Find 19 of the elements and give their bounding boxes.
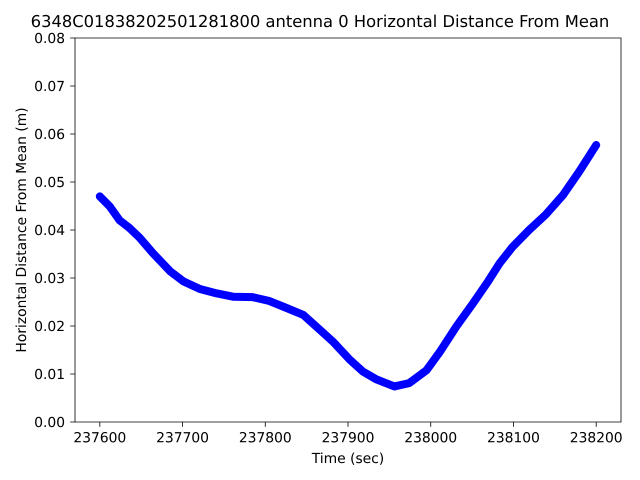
x-tick-label: 238100 — [488, 432, 539, 442]
x-tick-label: 237600 — [74, 432, 126, 442]
x-tick-label: 237800 — [240, 432, 291, 442]
y-tick-label: 0.02 — [35, 320, 64, 332]
y-tick-label: 0.01 — [35, 368, 64, 380]
y-tick-label: 0.08 — [35, 32, 64, 44]
x-tick-label: 237900 — [322, 432, 374, 442]
x-tick-label: 238200 — [570, 432, 622, 442]
y-tick-label: 0.00 — [35, 416, 64, 428]
y-axis-title: Horizontal Distance From Mean (m) — [15, 108, 28, 352]
y-tick-label: 0.07 — [35, 80, 64, 92]
x-tick-label: 237700 — [157, 432, 208, 442]
y-tick-label: 0.05 — [35, 176, 64, 188]
y-tick-label: 0.03 — [35, 272, 64, 284]
chart-title: 6348C01838202501281800 antenna 0 Horizontal Distance From Mean — [32, 14, 608, 28]
x-axis-title: Time (sec) — [312, 452, 384, 465]
y-tick-label: 0.06 — [35, 128, 64, 140]
y-tick-label: 0.04 — [35, 224, 64, 236]
x-tick-label: 238000 — [405, 432, 456, 442]
